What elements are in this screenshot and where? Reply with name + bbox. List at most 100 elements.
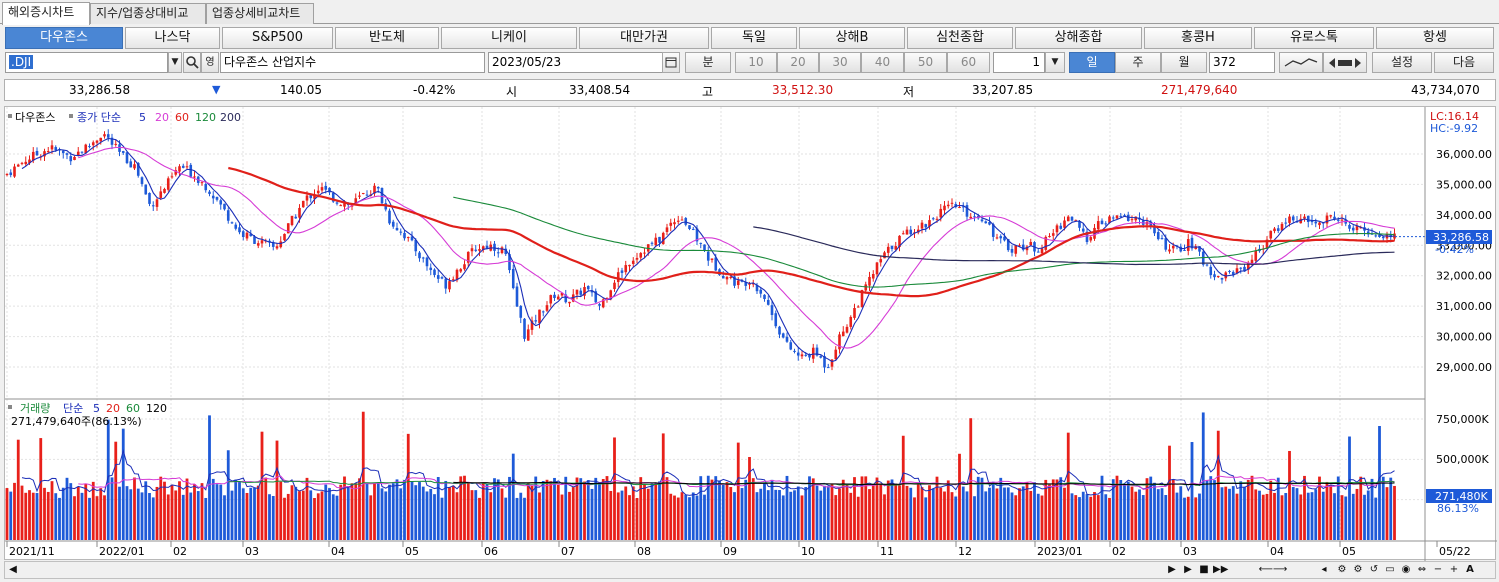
settings-icon[interactable]: ⚙ [1353,564,1363,575]
candle-body [1021,244,1025,250]
code-dropdown[interactable]: ▼ [168,52,182,73]
volume-bar [264,477,268,540]
market-nasdaq[interactable]: 나스닥 [125,27,220,49]
volume-bar [463,475,466,540]
candle-body [1216,276,1220,278]
play-icon[interactable]: ▶ [1184,564,1192,575]
tab-overseas-chart[interactable]: 해외증시차트 [2,2,90,25]
min-10-button[interactable]: 10 [735,52,777,73]
settings-button[interactable]: 설정 [1372,52,1432,73]
candle-body [470,248,474,252]
volume-bar [294,486,298,540]
gear-icon[interactable]: ⚙ [1337,564,1347,575]
candle-body [421,257,425,259]
count-field[interactable]: 372 [1209,52,1275,73]
market-taiwan[interactable]: 대만가권 [579,27,709,49]
volume-bar [331,494,335,540]
volume-bar [1325,481,1329,540]
candle-body [744,281,748,286]
volume-bar [455,492,459,540]
chart-area[interactable]: 다우존스 종가 단순 5 20 60 120 200 LC:16.14 HC:-… [4,106,1497,561]
step-dropdown[interactable]: ▼ [1045,52,1065,73]
market-shanghai-b[interactable]: 상해B [799,27,905,49]
ma120-line [453,196,1395,288]
pin-button[interactable]: 영 [201,52,219,73]
volume-bar [174,490,178,540]
candle-body [969,216,973,219]
volume-bar [995,488,999,540]
minute-button[interactable]: 분 [685,52,731,73]
chart-type-button[interactable] [1279,52,1323,73]
market-germany[interactable]: 독일 [711,27,797,49]
min-60-button[interactable]: 60 [947,52,990,73]
tab-index-compare[interactable]: 지수/업종상대비교 [90,3,206,24]
candle-body [1235,268,1239,274]
date-field[interactable]: 2023/05/23 [488,52,663,73]
min-50-button[interactable]: 50 [904,52,947,73]
zoom-out-icon[interactable]: ◂ [1321,564,1327,575]
scroll-mode-button[interactable] [1323,52,1367,73]
volume-bar [65,477,69,540]
volume-bar [1138,489,1141,540]
market-nikkei[interactable]: 니케이 [441,27,577,49]
min-20-button[interactable]: 20 [777,52,819,73]
vol-tick-500: 500,000K [1436,453,1489,466]
market-sp500[interactable]: S&P500 [222,27,333,49]
min-30-button[interactable]: 30 [819,52,861,73]
candle-body [545,305,549,311]
vol-tick-750: 750,000K [1436,413,1489,426]
market-shanghai[interactable]: 상해종합 [1015,27,1142,49]
week-button[interactable]: 주 [1115,52,1161,73]
zoom-plus-icon[interactable]: + [1449,564,1459,575]
volume-bar [1096,495,1100,540]
volume-bar [91,481,95,540]
chart-canvas[interactable]: 다우존스 종가 단순 5 20 60 120 200 LC:16.14 HC:-… [5,107,1497,561]
volume-bar [1014,495,1018,540]
x-axis-label: 07 [561,545,575,558]
market-hangseng[interactable]: 항셍 [1376,27,1494,49]
stop-icon[interactable]: ■ [1199,564,1209,575]
volume-value: 271,479,640 [1161,83,1238,97]
volume-bar [496,479,500,540]
step-field[interactable]: 1 [993,52,1045,73]
market-eurostoxx[interactable]: 유로스톡 [1254,27,1374,49]
market-shenzhen[interactable]: 심천종합 [907,27,1013,49]
calendar-button[interactable] [662,52,680,73]
volume-bar [1258,490,1261,540]
screen-tabs: 해외증시차트 지수/업종상대비교 업종상세비교차트 [0,0,1499,25]
reset-icon[interactable]: ↺ [1369,564,1379,575]
volume-bar [1153,482,1156,540]
font-size-icon[interactable]: A [1466,564,1474,575]
day-button[interactable]: 일 [1069,52,1115,73]
tab-sector-compare[interactable]: 업종상세비교차트 [206,3,314,24]
search-button[interactable] [183,52,201,73]
volume-bar [1119,480,1123,540]
code-field[interactable]: .DJI [5,52,168,73]
candle-body [163,188,166,193]
volume-ma120-line [453,481,1395,486]
market-semiconductor[interactable]: 반도체 [335,27,439,49]
scroll-left-icon[interactable]: ◀ [9,564,17,575]
candle-body [830,359,834,367]
volume-bar [691,492,695,540]
scroll-right-icon[interactable]: ▶ [1168,564,1176,575]
volume-bar [568,491,571,540]
volume-bar [459,476,463,540]
zoom-minus-icon[interactable]: − [1433,564,1443,575]
candle-body [208,191,211,194]
fast-forward-icon[interactable]: ▶▶ [1213,564,1229,575]
move-icon[interactable]: ⇔ [1417,564,1427,575]
market-dow[interactable]: 다우존스 [5,27,123,49]
zoom-slider[interactable]: ⟵⟶ [1258,564,1288,575]
scroll-bar[interactable]: ◀ ▶ ▶ ■ ▶▶ ⟵⟶ ◂ ⚙ ⚙ ↺ ▭ ◉ ⇔ − + A [4,561,1496,579]
min-40-button[interactable]: 40 [861,52,904,73]
volume-bar [440,497,444,540]
candle-body [931,218,935,220]
market-hongkong-h[interactable]: 홍콩H [1144,27,1252,49]
layout-icon[interactable]: ▭ [1385,564,1395,575]
camera-icon[interactable]: ◉ [1401,564,1411,575]
month-button[interactable]: 월 [1161,52,1207,73]
volume-bar [193,484,196,540]
volume-bar [253,487,256,540]
next-button[interactable]: 다음 [1434,52,1494,73]
